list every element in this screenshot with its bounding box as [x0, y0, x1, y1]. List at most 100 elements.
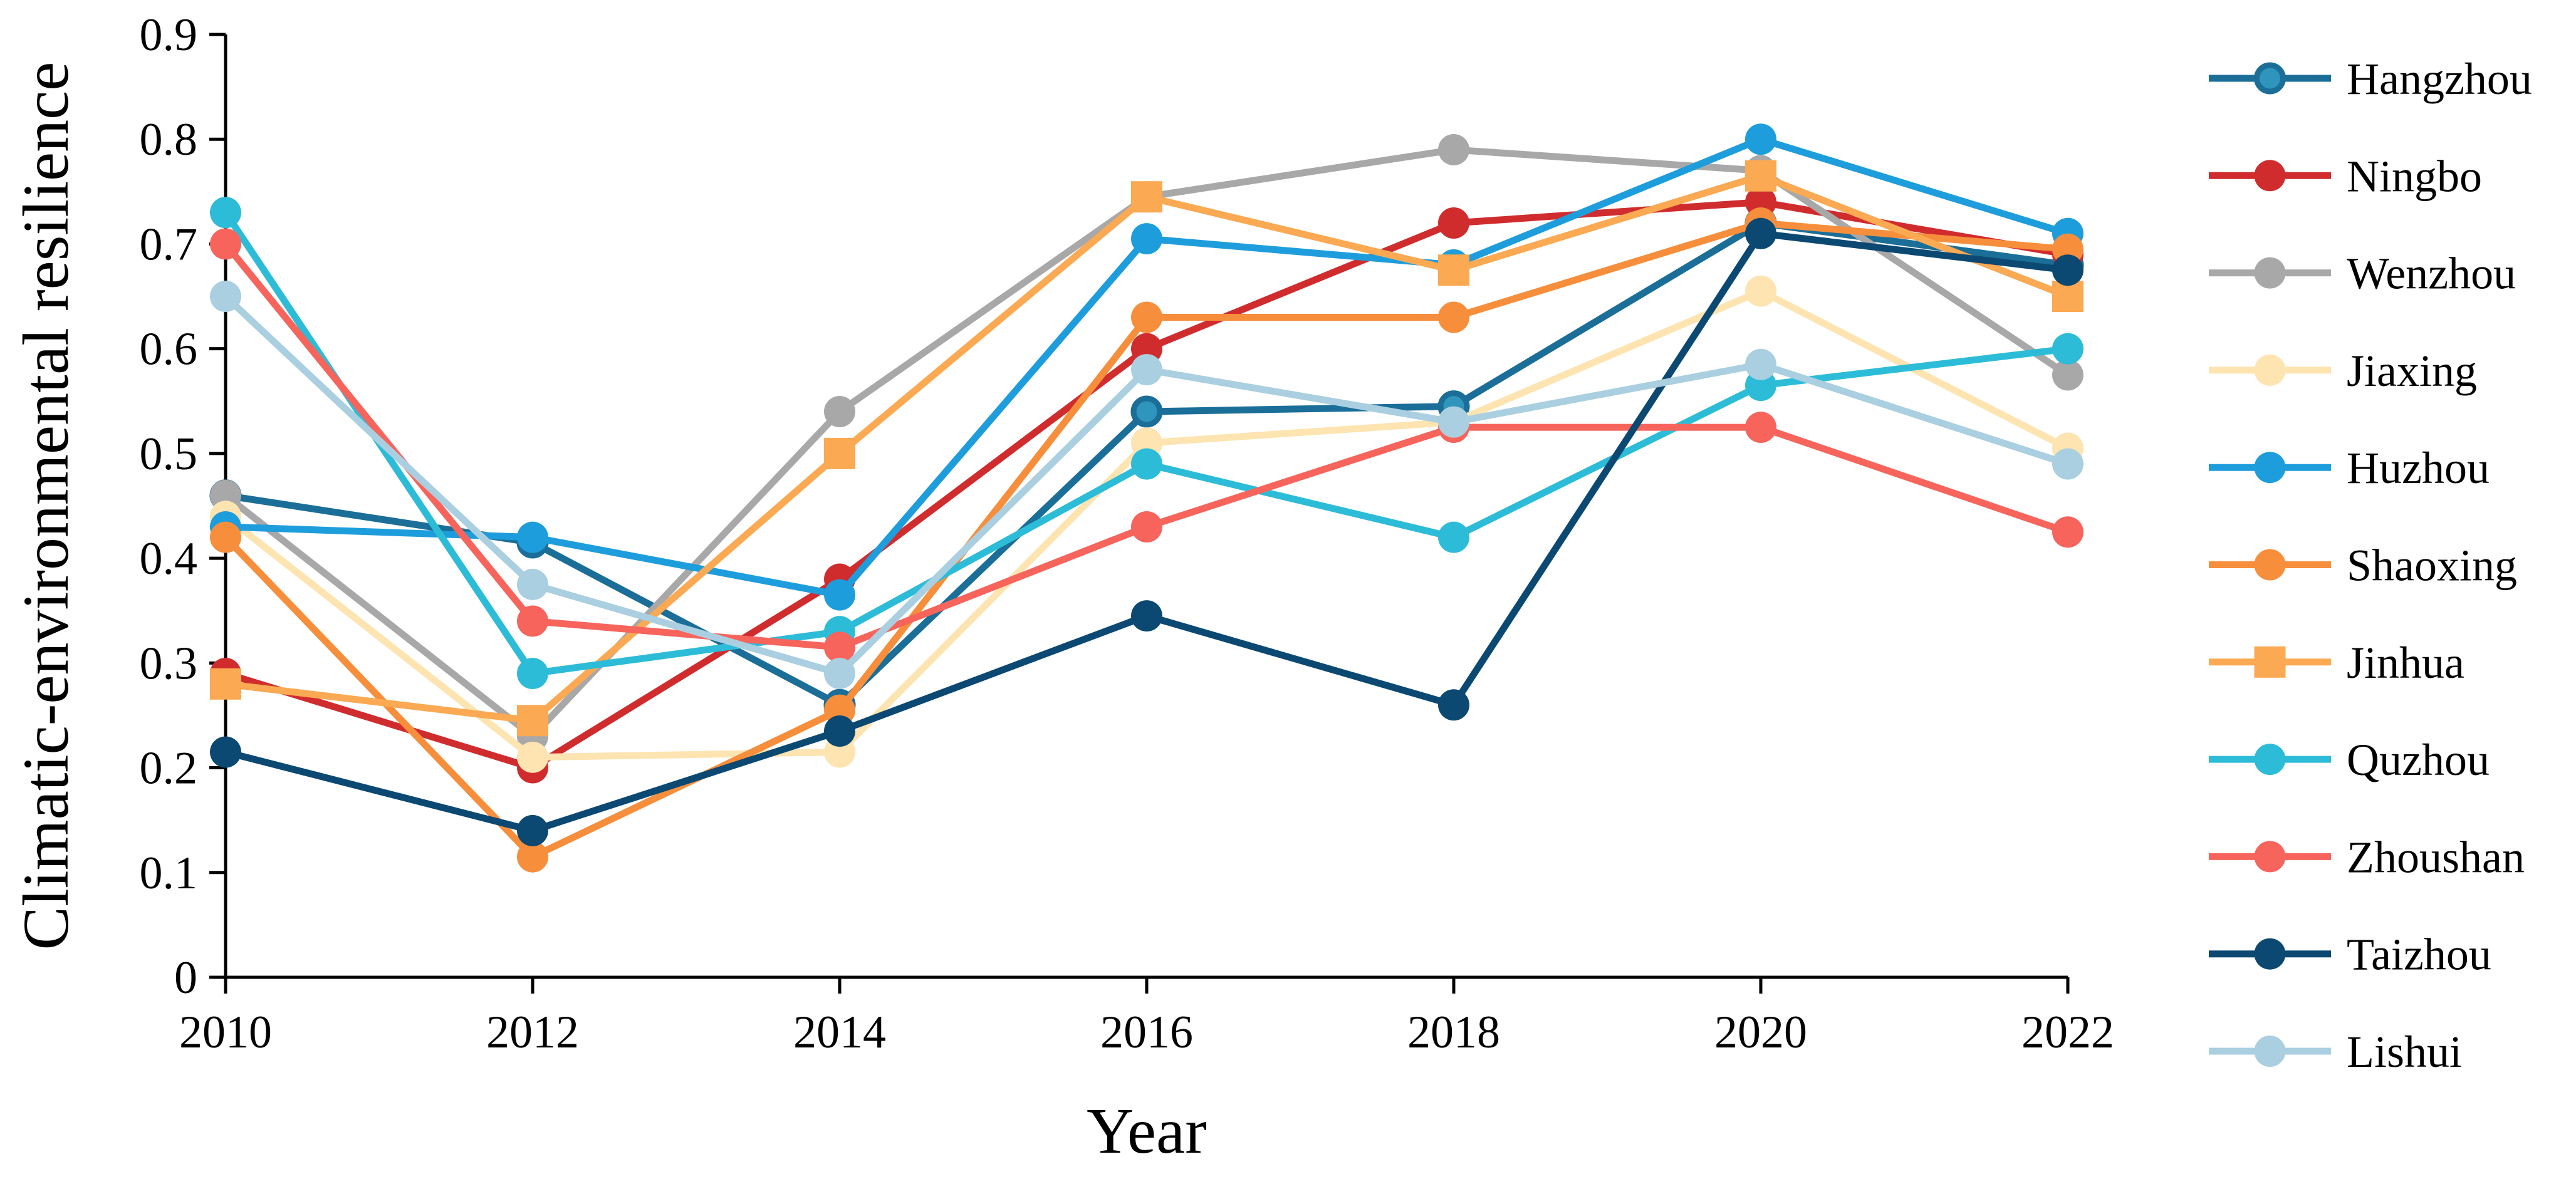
data-point-shaoxing [210, 521, 241, 553]
legend-label: Wenzhou [2347, 249, 2516, 299]
legend-swatch-marker [2254, 744, 2286, 776]
legend-item-zhoushan: Zhoushan [2209, 832, 2525, 882]
axes [224, 34, 2068, 979]
legend-swatch-marker [2254, 938, 2286, 970]
legend-label: Ningbo [2347, 151, 2482, 201]
data-point-taizhou [1131, 600, 1162, 632]
data-point-wenzhou [824, 396, 855, 427]
data-point-lishui [1131, 354, 1162, 386]
x-tick-label: 2022 [2021, 1007, 2114, 1058]
legend-swatch-marker [2254, 354, 2286, 386]
legend-swatch-marker [2254, 1036, 2286, 1067]
data-point-huzhou [517, 521, 548, 553]
y-tick-label: 0.4 [140, 533, 198, 584]
legend-item-huzhou: Huzhou [2209, 443, 2490, 493]
data-point-quzhou [1131, 448, 1162, 480]
legend-label: Jinhua [2347, 638, 2464, 688]
legend-label: Huzhou [2347, 443, 2490, 493]
series-jinhua [210, 160, 2083, 737]
legend-item-lishui: Lishui [2209, 1027, 2462, 1077]
data-point-taizhou [210, 736, 241, 768]
y-tick-label: 0.5 [140, 428, 198, 480]
data-point-lishui [517, 568, 548, 600]
legend-swatch-marker [2254, 549, 2286, 581]
y-tick-label: 0.7 [140, 219, 198, 270]
legend-item-shaoxing: Shaoxing [2209, 541, 2517, 591]
legend-item-jiaxing: Jiaxing [2209, 346, 2477, 396]
x-tick-label: 2018 [1407, 1007, 1500, 1058]
data-point-huzhou [1131, 223, 1162, 255]
legend-label: Hangzhou [2347, 54, 2532, 104]
data-point-quzhou [517, 658, 548, 690]
data-point-huzhou [1745, 123, 1776, 155]
data-point-lishui [2052, 448, 2083, 480]
legend-item-hangzhou: Hangzhou [2209, 54, 2532, 104]
legend-swatch-marker [2254, 257, 2286, 289]
data-point-lishui [824, 658, 855, 690]
data-point-quzhou [210, 197, 241, 229]
data-point-shaoxing [1131, 301, 1162, 333]
data-point-zhoushan [517, 605, 548, 637]
data-point-taizhou [2052, 254, 2083, 286]
data-point-zhoushan [210, 228, 241, 260]
y-tick-label: 0 [174, 952, 197, 1004]
data-point-taizhou [1745, 217, 1776, 249]
data-point-taizhou [517, 814, 548, 846]
y-tick-label: 0.3 [140, 638, 198, 689]
data-point-jiaxing [1745, 275, 1776, 307]
data-point-jinhua [517, 705, 548, 737]
legend-item-quzhou: Quzhou [2209, 735, 2490, 785]
data-point-zhoushan [1745, 412, 1776, 444]
series-lishui [210, 281, 2083, 690]
data-point-jinhua [1438, 254, 1469, 286]
series-taizhou [210, 217, 2083, 846]
legend-label: Zhoushan [2347, 832, 2525, 882]
legend-item-jinhua: Jinhua [2209, 638, 2464, 688]
legend-label: Jiaxing [2347, 346, 2477, 396]
x-tick-label: 2020 [1714, 1007, 1807, 1058]
data-point-lishui [1745, 348, 1776, 380]
data-point-taizhou [1438, 689, 1469, 721]
y-tick-label: 0.6 [140, 324, 198, 375]
legend-swatch-marker [2254, 646, 2286, 678]
x-ticks: 2010 2012 2014 2016 2018 2020 2022 [179, 977, 2114, 1058]
legend-swatch-marker [2254, 62, 2286, 95]
data-point-shaoxing [1438, 301, 1469, 333]
legend-item-taizhou: Taizhou [2209, 930, 2491, 980]
legend-label: Shaoxing [2347, 541, 2517, 591]
data-point-jinhua [1745, 160, 1776, 192]
data-point-lishui [1438, 406, 1469, 438]
data-point-zhoushan [824, 631, 855, 663]
legend-swatch-marker [2254, 841, 2286, 873]
data-point-zhoushan [2052, 516, 2083, 548]
y-tick-label: 0.1 [140, 848, 198, 899]
legend-swatch-marker [2254, 452, 2286, 484]
legend: Hangzhou Ningbo Wenzhou Jiaxing Huzhou Shaoxi… [2209, 54, 2532, 1077]
y-tick-label: 0.9 [140, 9, 198, 61]
data-point-wenzhou [1438, 133, 1469, 165]
legend-label: Quzhou [2347, 735, 2490, 785]
data-point-huzhou [824, 579, 855, 611]
legend-item-ningbo: Ningbo [2209, 151, 2482, 201]
series-line-ningbo [222, 199, 2072, 772]
data-point-jinhua [2052, 281, 2083, 313]
x-tick-label: 2010 [179, 1007, 272, 1058]
series-lines [209, 123, 2084, 873]
series-zhoushan [210, 228, 2083, 663]
legend-swatch-marker [2254, 160, 2286, 192]
data-point-jinhua [210, 668, 241, 700]
data-point-zhoushan [1131, 511, 1162, 543]
data-point-quzhou [1438, 521, 1469, 553]
x-tick-label: 2012 [486, 1007, 579, 1058]
data-point-jiaxing [517, 741, 548, 773]
data-point-taizhou [824, 715, 855, 747]
legend-label: Lishui [2347, 1027, 2462, 1077]
data-point-wenzhou [2052, 359, 2083, 391]
y-axis-title: Climatic-environmental resilience [10, 62, 82, 950]
data-point-shaoxing [517, 841, 548, 873]
x-tick-label: 2016 [1100, 1007, 1193, 1058]
x-tick-label: 2014 [793, 1007, 886, 1058]
y-ticks: 0 0.1 0.2 0.3 0.4 0.5 0.6 0.7 0.8 0.9 [140, 9, 226, 1004]
legend-label: Taizhou [2347, 930, 2491, 980]
